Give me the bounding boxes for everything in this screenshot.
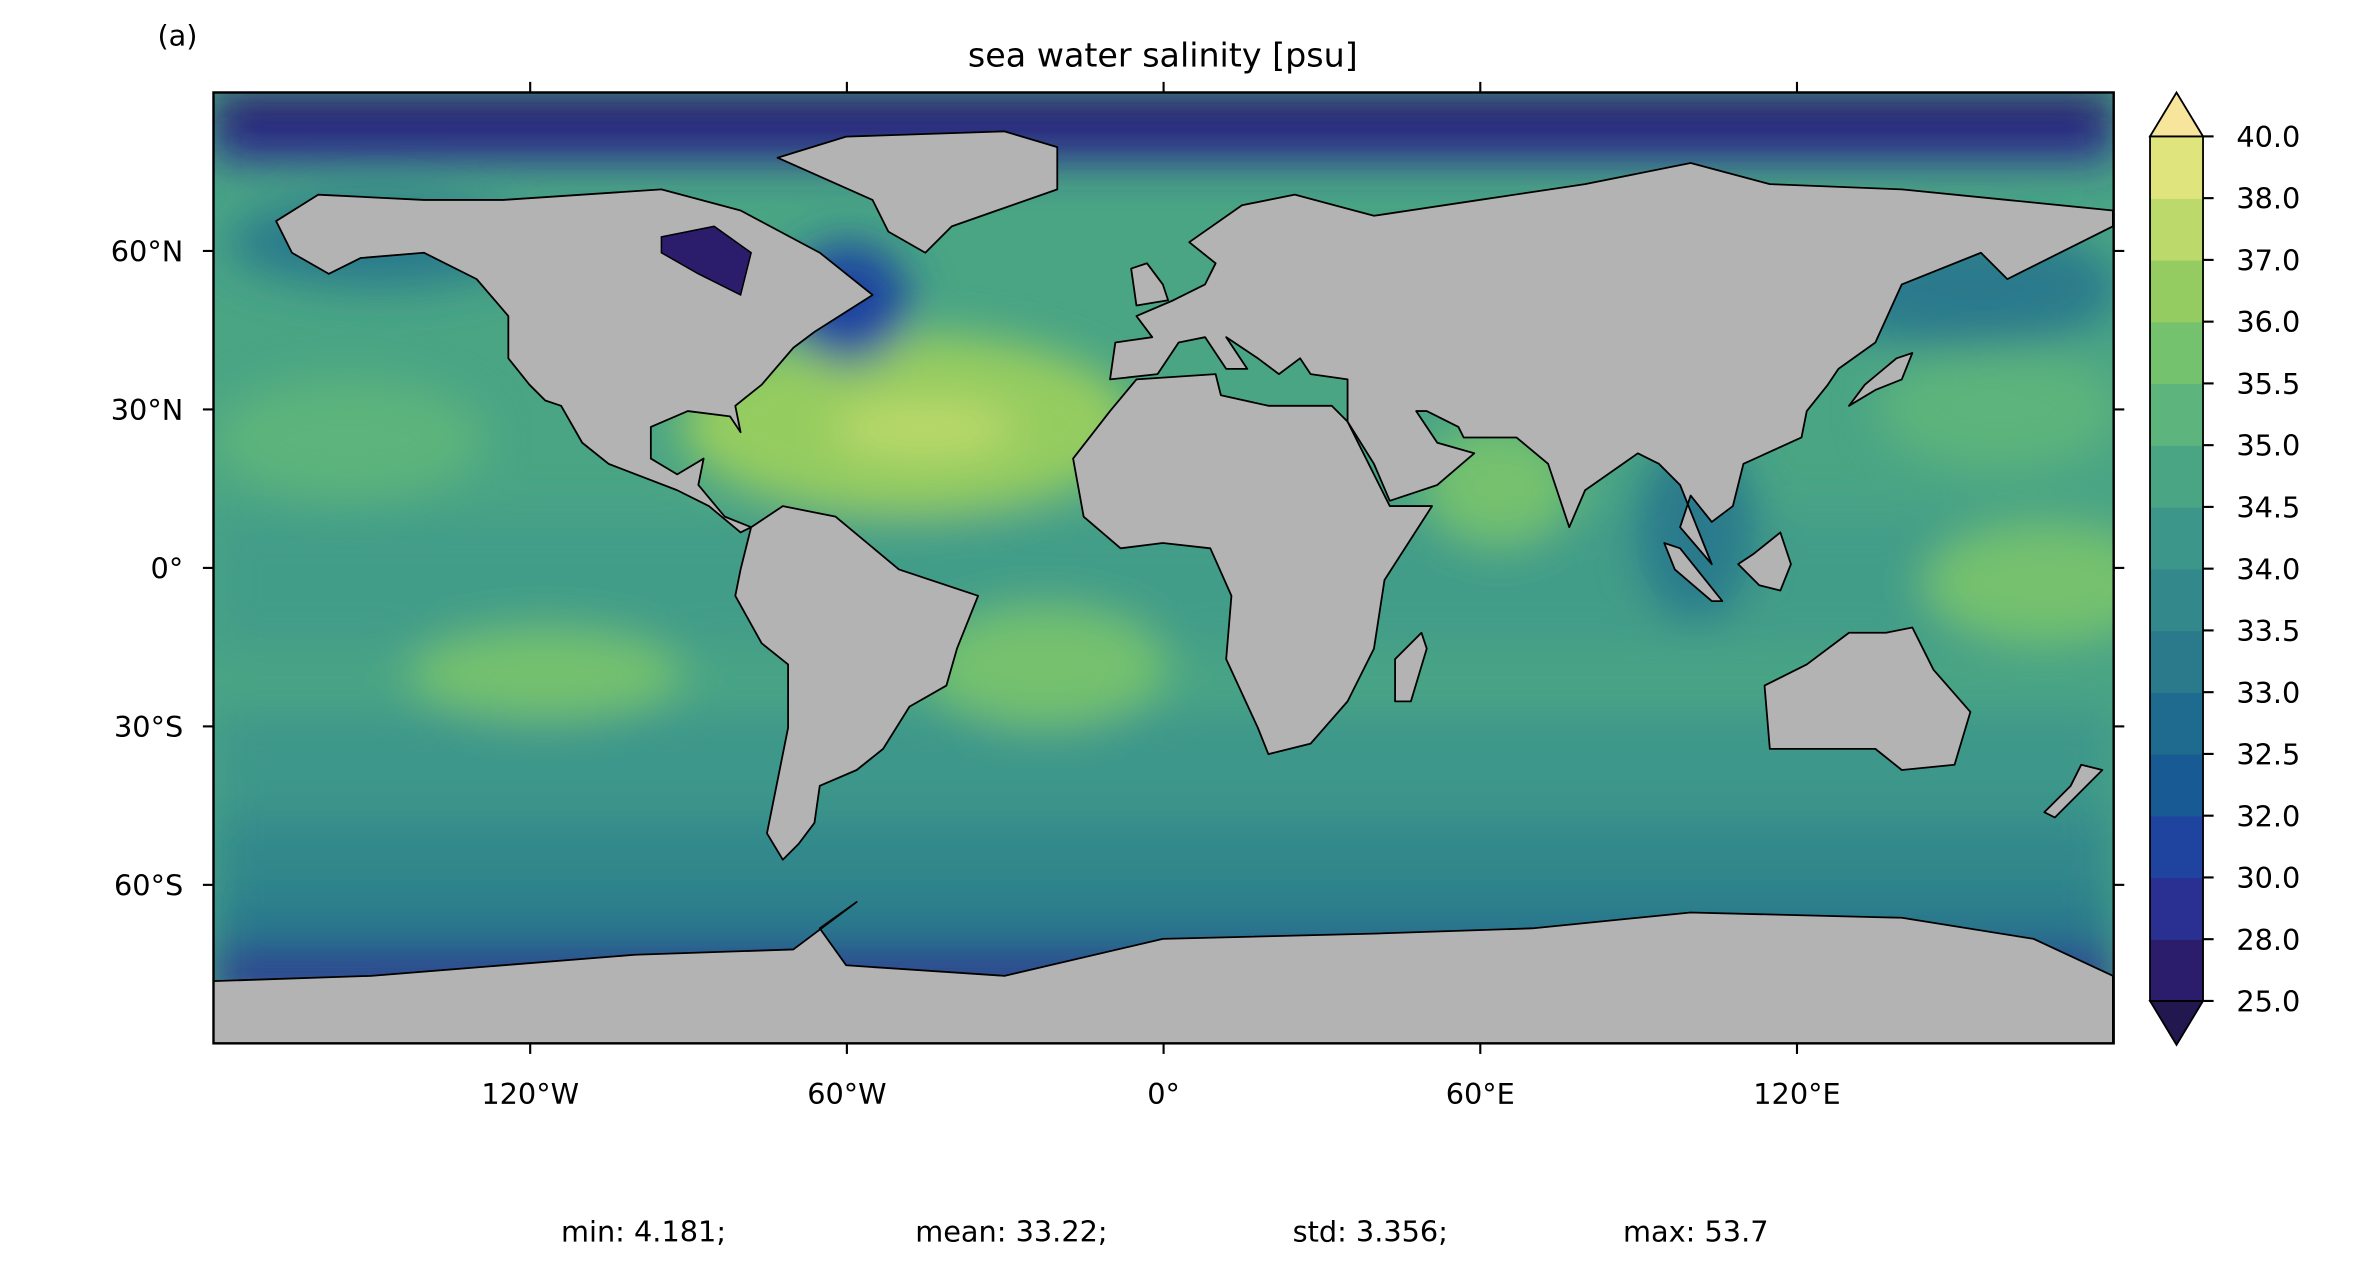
y-tick-label: 30°S: [114, 710, 183, 744]
great-britain: [1131, 263, 1168, 305]
colorbar-segment: [2150, 753, 2204, 817]
colorbar-tick-label: 32.5: [2236, 738, 2300, 772]
colorbar-segment: [2150, 136, 2204, 199]
y-tick-label: 60°N: [111, 235, 183, 269]
colorbar-tick-label: 40.0: [2236, 120, 2300, 154]
colorbar-segment: [2150, 939, 2204, 1002]
stat-label: mean: 33.22;: [915, 1215, 1107, 1249]
hudson-bay: [661, 226, 751, 295]
greenland: [778, 131, 1058, 252]
colorbar-tick-label: 33.0: [2236, 676, 2300, 710]
madagascar: [1395, 633, 1427, 702]
map-area: [213, 92, 2114, 1044]
colorbar-segment: [2150, 877, 2204, 940]
colorbar-segment: [2150, 692, 2204, 755]
colorbar-tick-label: 35.5: [2236, 367, 2300, 401]
x-tick-label: 120°W: [481, 1077, 579, 1111]
colorbar-tick-label: 34.5: [2236, 491, 2300, 525]
colorbar-tick-label: 28.0: [2236, 923, 2300, 957]
x-tick-label: 120°E: [1753, 1077, 1840, 1111]
colorbar-tick-label: 38.0: [2236, 182, 2300, 216]
y-tick-label: 60°S: [114, 868, 183, 902]
sumatra: [1664, 543, 1722, 601]
south-america: [735, 506, 978, 860]
australia: [1765, 627, 1971, 770]
eurasia: [1110, 163, 2113, 564]
y-tick-label: 0°: [151, 552, 184, 586]
colorbar-tick-label: 33.5: [2236, 614, 2300, 648]
colorbar-tick-label: 36.0: [2236, 305, 2300, 339]
chart-title: sea water salinity [psu]: [968, 36, 1358, 75]
coastlines: [213, 131, 2113, 1044]
colorbar-segment: [2150, 506, 2204, 570]
colorbar-segment: [2150, 568, 2204, 632]
colorbar-segment: [2150, 383, 2204, 446]
colorbar-segment: [2150, 630, 2204, 693]
y-tick-label: 30°N: [111, 393, 183, 427]
colorbar-extend-over: [2148, 90, 2205, 138]
colorbar-tick-label: 32.0: [2236, 799, 2300, 833]
stat-label: max: 53.7: [1623, 1215, 1768, 1249]
colorbar-segment: [2150, 815, 2204, 879]
panel-label: (a): [157, 19, 197, 53]
colorbar-tick-label: 30.0: [2236, 861, 2300, 895]
colorbar-tick-label: 34.0: [2236, 552, 2300, 586]
colorbar-extend-under: [2148, 1000, 2205, 1047]
japan: [1849, 353, 1912, 406]
colorbar-tick-label: 25.0: [2236, 985, 2300, 1019]
colorbar-segment: [2150, 445, 2204, 508]
africa: [1073, 374, 1432, 754]
colorbar-tick-label: 37.0: [2236, 243, 2300, 277]
colorbar-segment: [2150, 259, 2204, 323]
x-tick-label: 60°E: [1446, 1077, 1515, 1111]
new-zealand: [2044, 765, 2102, 818]
colorbar-segment: [2150, 321, 2204, 385]
colorbar-segment: [2150, 198, 2204, 261]
x-tick-label: 0°: [1147, 1077, 1180, 1111]
borneo: [1738, 532, 1791, 590]
colorbar-tick-label: 35.0: [2236, 429, 2300, 463]
x-tick-label: 60°W: [807, 1077, 886, 1111]
stat-label: min: 4.181;: [561, 1215, 726, 1249]
stat-label: std: 3.356;: [1293, 1215, 1448, 1249]
